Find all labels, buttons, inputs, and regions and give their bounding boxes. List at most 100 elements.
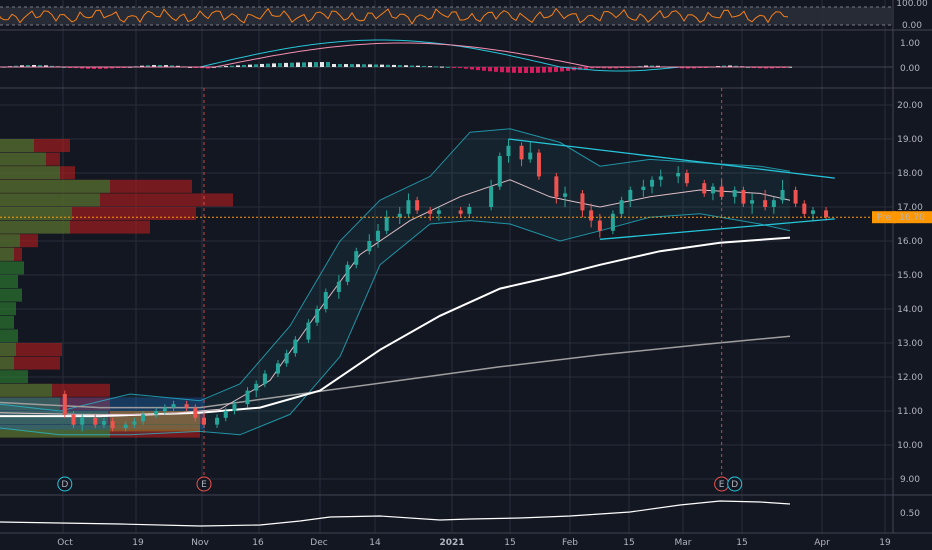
macd-histogram-bar — [152, 65, 156, 67]
macd-histogram-bar — [776, 67, 780, 69]
time-tick-label: 19 — [879, 538, 891, 548]
macd-histogram-bar — [50, 65, 54, 67]
event-marker-d — [57, 476, 73, 492]
event-marker-label: E — [201, 480, 207, 490]
candle-body — [415, 200, 420, 211]
macd-histogram-bar — [446, 66, 450, 68]
time-tick-label: 2021 — [439, 538, 464, 548]
volume-profile-buy-bar — [0, 247, 14, 261]
candle-body — [519, 145, 524, 160]
candle-body — [428, 210, 433, 214]
macd-histogram-bar — [494, 67, 498, 72]
macd-histogram-bar — [20, 65, 24, 67]
event-marker-d — [727, 476, 743, 492]
volume-profile-buy-bar — [0, 207, 72, 220]
macd-histogram-bar — [530, 67, 534, 73]
macd-histogram-bar — [320, 62, 324, 67]
volume-profile-buy-bar — [0, 220, 70, 234]
macd-tick-label: 0.00 — [900, 64, 920, 74]
candle-body — [223, 411, 228, 418]
ma-mid-line — [0, 236, 791, 418]
time-tick-label: Feb — [562, 538, 578, 548]
candle-body — [202, 417, 206, 425]
macd-histogram-bar — [14, 65, 18, 67]
macd-histogram-bar — [140, 65, 144, 67]
candle-body — [162, 407, 167, 411]
price-tick-label: 18.00 — [897, 169, 923, 179]
candle-body — [293, 339, 298, 354]
ma-short-line — [0, 179, 791, 415]
macd-histogram-bar — [734, 65, 738, 67]
macd-histogram-bar — [548, 67, 552, 73]
price-tick-label: 19.00 — [897, 135, 923, 145]
candle-body — [497, 156, 502, 187]
time-tick-label: Oct — [57, 538, 73, 548]
macd-histogram-bar — [542, 67, 546, 73]
macd-signal-line — [0, 42, 790, 68]
volume-profile-buy-bar — [0, 288, 22, 302]
macd-histogram-bar — [602, 67, 606, 69]
macd-histogram-bar — [716, 65, 720, 67]
macd-histogram-bar — [590, 67, 594, 69]
candle-body — [254, 383, 259, 391]
candle-body — [154, 411, 159, 415]
macd-histogram-bar — [584, 67, 588, 69]
candle-body — [62, 394, 67, 415]
macd-histogram-bar — [506, 67, 510, 73]
candle-body — [528, 152, 533, 160]
macd-histogram-bar — [266, 63, 270, 67]
time-tick-label: 19 — [132, 538, 144, 548]
macd-histogram-bar — [368, 64, 372, 67]
candle-body — [306, 322, 311, 340]
candle-body — [345, 264, 350, 282]
macd-histogram-bar — [104, 67, 108, 69]
volume-profile-buy-bar — [0, 139, 34, 152]
rsi-tick-label: 100.00 — [896, 0, 928, 9]
macd-histogram-bar — [242, 64, 246, 67]
candle-body — [262, 373, 267, 384]
candle-body — [123, 424, 128, 428]
volume-profile-buy-bar — [0, 383, 52, 397]
macd-histogram-bar — [392, 64, 396, 67]
candle-body — [489, 186, 494, 207]
candle-body — [193, 407, 198, 418]
macd-histogram-bar — [398, 65, 402, 67]
macd-histogram-bar — [296, 62, 300, 67]
event-marker-e — [196, 476, 212, 492]
macd-histogram-bar — [380, 64, 384, 67]
volume-profile-buy-bar — [0, 329, 18, 343]
macd-histogram-bar — [254, 64, 258, 67]
bottom-indicator-line — [0, 500, 791, 527]
macd-histogram-bar — [200, 67, 204, 69]
time-tick-label: 16 — [252, 538, 264, 548]
macd-histogram-bar — [578, 67, 582, 70]
poc-box — [110, 411, 200, 432]
macd-histogram-bar — [374, 64, 378, 67]
macd-histogram-bar — [338, 64, 342, 67]
candle-body — [563, 193, 568, 197]
macd-histogram-bar — [278, 63, 282, 67]
macd-histogram-bar — [26, 65, 30, 67]
macd-histogram-bar — [260, 63, 264, 67]
macd-histogram-bar — [608, 67, 612, 69]
candle-body — [732, 190, 737, 197]
macd-tick-label: 1.00 — [900, 39, 920, 49]
volume-profile-buy-bar — [0, 343, 16, 356]
trendline — [599, 218, 835, 240]
candle-body — [323, 292, 328, 309]
candle-body — [232, 404, 237, 411]
macd-histogram-bar — [44, 65, 48, 67]
macd-histogram-bar — [110, 67, 114, 69]
volume-profile-buy-bar — [0, 261, 24, 275]
candle-body — [467, 207, 472, 214]
time-tick-label: 15 — [623, 538, 634, 548]
macd-histogram-bar — [644, 65, 648, 67]
candle-body — [80, 417, 85, 425]
price-tick-label: 9.00 — [900, 475, 920, 485]
event-marker-label: D — [61, 480, 68, 490]
macd-histogram-bar — [686, 67, 690, 69]
macd-histogram-bar — [74, 67, 78, 69]
macd-histogram-bar — [428, 66, 432, 68]
macd-histogram-bar — [410, 65, 414, 67]
price-tick-label: 15.00 — [897, 271, 923, 281]
